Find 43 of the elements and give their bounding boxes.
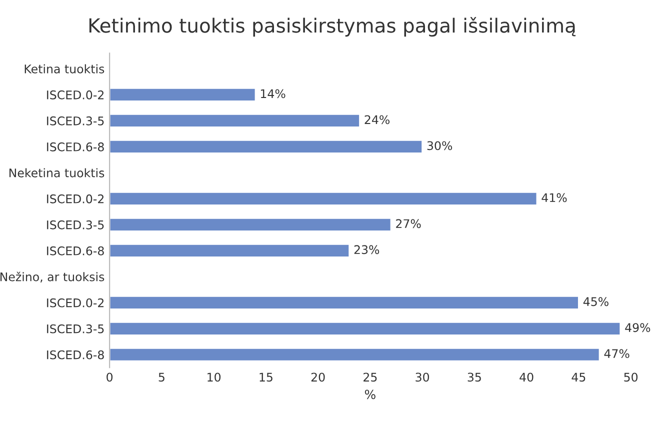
x-tick-label: 0 xyxy=(106,372,113,382)
data-label: 24% xyxy=(364,115,390,124)
bar xyxy=(110,88,256,102)
bar xyxy=(110,191,538,206)
bar xyxy=(110,140,423,154)
bar xyxy=(110,217,392,232)
x-tick-label: 40 xyxy=(520,372,534,382)
bar xyxy=(110,295,580,310)
chart-title: Ketinimo tuoktis pasiskirstymas pagal išsilavinimą xyxy=(89,17,576,37)
x-tick-label: 30 xyxy=(416,372,430,382)
data-label: 45% xyxy=(583,297,608,306)
y-tick-label: Ketina tuoktis xyxy=(24,64,104,74)
data-label: 23% xyxy=(354,245,380,254)
data-label: 47% xyxy=(604,349,630,358)
y-tick-label: ISCED.3-5 xyxy=(47,324,104,334)
y-tick-label: Nežino, ar tuoksis xyxy=(0,272,104,283)
bar xyxy=(110,114,360,128)
y-tick-label: ISCED.6-8 xyxy=(47,142,104,152)
x-tick-label: 15 xyxy=(260,372,272,382)
x-tick-label: 20 xyxy=(311,372,325,382)
data-label: 41% xyxy=(542,193,567,202)
data-label: 30% xyxy=(427,141,452,150)
bar xyxy=(110,243,350,258)
data-label: 27% xyxy=(396,219,421,228)
x-tick-label: 25 xyxy=(364,372,377,382)
y-tick-label: ISCED.3-5 xyxy=(47,220,104,230)
bar xyxy=(110,347,600,362)
x-tick-label: 45 xyxy=(572,372,586,382)
y-tick-label: ISCED.6-8 xyxy=(47,350,104,360)
x-tick-label: 50 xyxy=(624,372,638,382)
y-tick-label: ISCED.0-2 xyxy=(47,90,104,100)
x-tick-label: 35 xyxy=(468,372,481,382)
y-tick-label: ISCED.0-2 xyxy=(47,194,104,204)
y-tick-label: Neketina tuoktis xyxy=(9,168,104,178)
y-tick-label: ISCED.6-8 xyxy=(47,246,104,256)
x-tick-label: 5 xyxy=(158,372,164,382)
y-tick-label: ISCED.0-2 xyxy=(47,298,104,308)
y-tick-label: ISCED.3-5 xyxy=(47,116,104,126)
x-axis-title: % xyxy=(364,390,376,400)
data-label: 14% xyxy=(260,89,286,98)
x-tick-label: 10 xyxy=(208,372,221,382)
data-label: 49% xyxy=(625,323,650,332)
bar xyxy=(110,321,622,336)
